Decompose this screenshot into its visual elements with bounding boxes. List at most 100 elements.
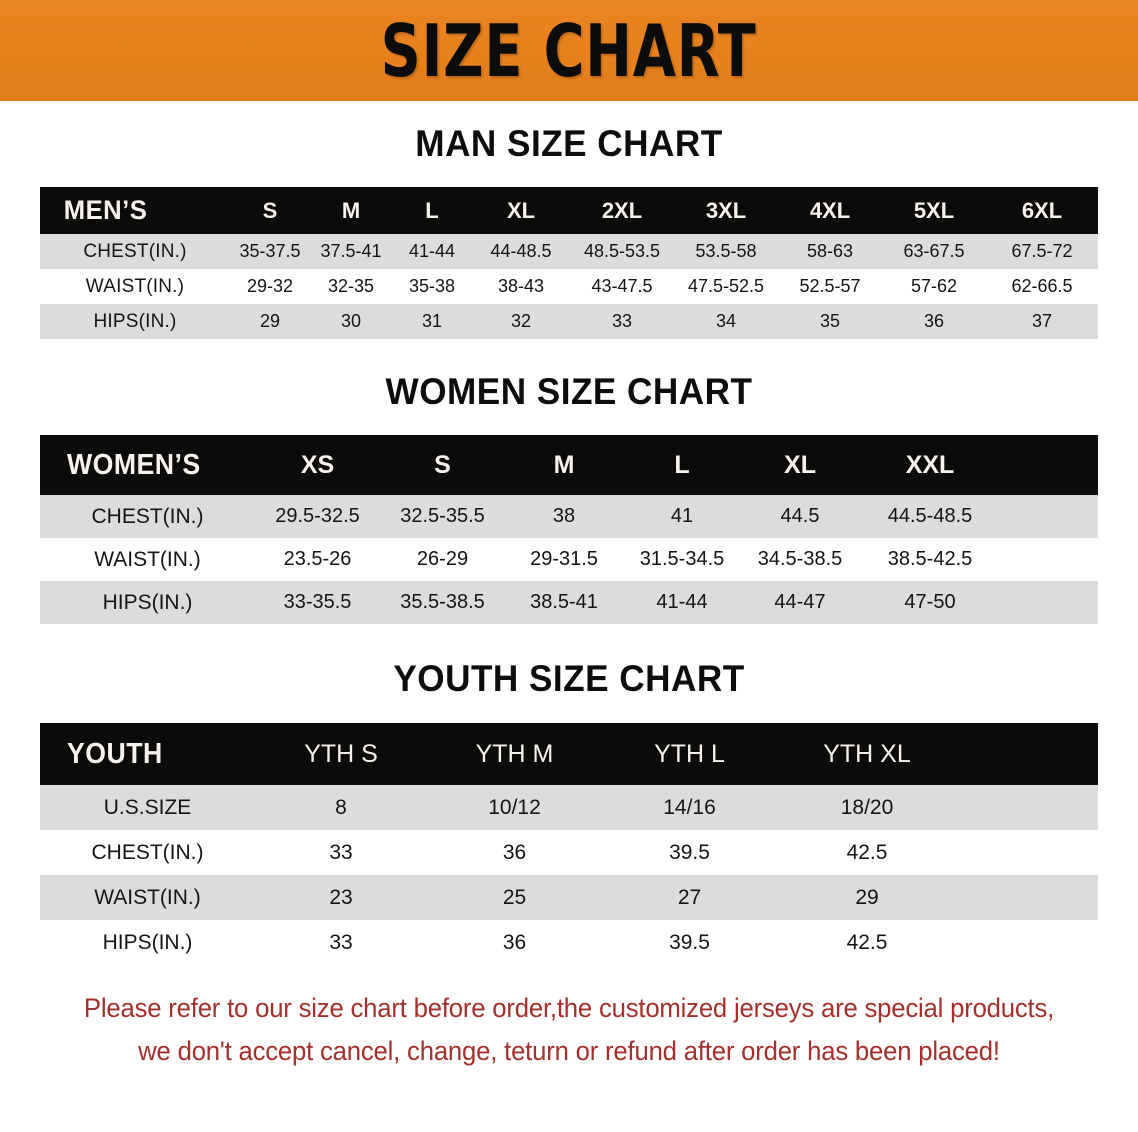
youth-size-table: YOUTH YTH S YTH M YTH L YTH XL U.S.SIZE … [40,723,1098,965]
men-waist-m: 32-35 [327,276,375,296]
youth-row-us-size: U.S.SIZE 8 10/12 14/16 18/20 [40,785,1098,830]
men-col-m: M [341,197,361,223]
men-chest-5xl: 63-67.5 [903,241,965,261]
women-hips-xxl: 47-50 [904,591,956,613]
youth-col-yth-s: YTH S [304,739,378,768]
youth-row-waist: WAIST(IN.) 23 25 27 29 [40,875,1098,920]
women-section-title: WOMEN SIZE CHART [385,371,753,412]
order-policy-notice: Please refer to our size chart before or… [50,987,1088,1073]
women-chest-xs: 29.5-32.5 [275,505,360,527]
men-row-chest-label: CHEST(IN.) [83,240,187,262]
women-hips-spacer [1001,581,1098,624]
men-hips-6xl: 37 [1031,311,1053,331]
men-row-waist-label: WAIST(IN.) [85,275,185,297]
women-chest-xxl: 44.5-48.5 [887,505,973,527]
men-row-hips-label: HIPS(IN.) [93,310,177,332]
women-col-l: L [674,450,690,479]
youth-chest-spacer [957,830,1098,875]
men-waist-4xl: 52.5-57 [799,276,861,296]
youth-waist-s: 23 [329,885,353,909]
page-banner: SIZE CHART [0,0,1138,101]
youth-us-size-spacer [957,785,1098,830]
youth-waist-l: 27 [677,885,702,909]
women-hips-l: 41-44 [656,591,708,613]
youth-hips-l: 39.5 [669,930,710,954]
men-col-5xl: 5XL [913,197,955,223]
women-chest-xl: 44.5 [780,505,820,527]
notice-line-1: Please refer to our size chart before or… [83,993,1055,1023]
women-col-xl: XL [784,450,816,479]
women-row-chest-label: CHEST(IN.) [91,504,204,528]
youth-hips-spacer [957,920,1098,965]
men-waist-s: 29-32 [246,276,294,296]
men-waist-5xl: 57-62 [910,276,958,296]
men-col-4xl: 4XL [809,197,851,223]
notice-line-2: we don't accept cancel, change, teturn o… [138,1035,1000,1066]
youth-us-size-l: 14/16 [663,795,716,819]
men-hips-s: 29 [259,311,281,331]
youth-col-yth-m: YTH M [475,739,554,768]
women-row-waist-label: WAIST(IN.) [94,547,201,571]
men-col-6xl: 6XL [1021,197,1063,223]
men-corner-label: MEN’S [63,195,148,225]
men-waist-2xl: 43-47.5 [591,276,653,296]
women-row-waist: WAIST(IN.) 23.5-26 26-29 29-31.5 31.5-34… [40,538,1098,581]
women-waist-m: 29-31.5 [530,548,598,570]
men-hips-4xl: 35 [819,311,841,331]
women-row-hips: HIPS(IN.) 33-35.5 35.5-38.5 38.5-41 41-4… [40,581,1098,624]
women-hips-xl: 44-47 [774,591,826,613]
men-row-chest: CHEST(IN.) 35-37.5 37.5-41 41-44 44-48.5… [40,234,1098,269]
men-waist-xl: 38-43 [497,276,545,296]
youth-col-yth-xl: YTH XL [823,739,911,768]
women-hips-s: 35.5-38.5 [400,591,485,613]
men-hips-m: 30 [340,311,362,331]
women-col-m: M [553,450,575,479]
youth-row-hips: HIPS(IN.) 33 36 39.5 42.5 [40,920,1098,965]
women-row-chest: CHEST(IN.) 29.5-32.5 32.5-35.5 38 41 44.… [40,495,1098,538]
men-hips-5xl: 36 [923,311,945,331]
youth-chest-m: 36 [502,840,527,864]
men-col-l: L [425,197,439,223]
man-section-title: MAN SIZE CHART [415,123,723,164]
youth-row-waist-label: WAIST(IN.) [94,885,201,909]
youth-us-size-xl: 18/20 [840,795,894,819]
women-waist-spacer [1001,538,1098,581]
men-row-hips: HIPS(IN.) 29 30 31 32 33 34 35 36 37 [40,304,1098,339]
men-chest-l: 41-44 [408,241,456,261]
youth-us-size-m: 10/12 [488,795,541,819]
men-header-row: MEN’S S M L XL 2XL 3XL 4XL 5XL 6XL [40,187,1098,234]
women-header-row: WOMEN’S XS S M L XL XXL [40,435,1098,495]
men-hips-2xl: 33 [611,311,633,331]
men-col-xl: XL [506,197,536,223]
youth-waist-m: 25 [502,885,527,909]
banner-title: SIZE CHART [380,8,758,93]
youth-row-chest: CHEST(IN.) 33 36 39.5 42.5 [40,830,1098,875]
women-col-s: S [434,450,451,479]
youth-header-row: YOUTH YTH S YTH M YTH L YTH XL [40,723,1098,785]
women-chest-m: 38 [552,505,576,527]
women-row-hips-label: HIPS(IN.) [102,590,193,614]
youth-row-chest-label: CHEST(IN.) [91,840,204,864]
youth-header-spacer [957,723,1098,785]
men-chest-6xl: 67.5-72 [1011,241,1073,261]
youth-section-title: YOUTH SIZE CHART [393,658,745,699]
youth-row-us-size-label: U.S.SIZE [103,795,192,819]
women-hips-xs: 33-35.5 [283,591,352,613]
youth-us-size-s: 8 [335,795,347,819]
youth-corner-label: YOUTH [67,737,163,770]
youth-hips-m: 36 [502,930,527,954]
men-chest-m: 37.5-41 [320,241,382,261]
women-col-xs: XS [300,450,335,479]
youth-row-hips-label: HIPS(IN.) [102,930,193,954]
women-waist-s: 26-29 [416,548,469,570]
youth-chest-xl: 42.5 [846,840,888,864]
women-waist-l: 31.5-34.5 [639,548,725,570]
youth-hips-s: 33 [329,930,353,954]
women-waist-xl: 34.5-38.5 [757,548,843,570]
men-waist-3xl: 47.5-52.5 [687,276,765,296]
men-chest-3xl: 53.5-58 [695,241,757,261]
youth-chest-l: 39.5 [669,840,710,864]
women-waist-xs: 23.5-26 [283,548,352,570]
women-hips-m: 38.5-41 [530,591,598,613]
women-corner-label: WOMEN’S [67,448,201,481]
